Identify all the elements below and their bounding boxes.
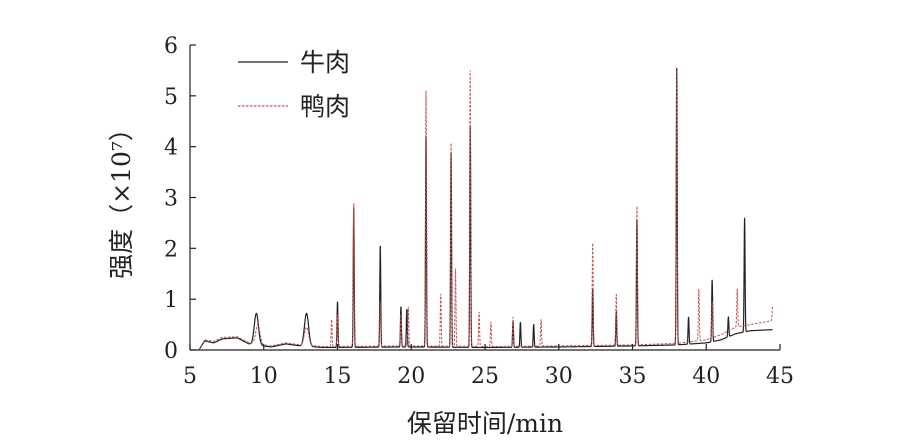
y-tick-label: 1 — [164, 288, 178, 313]
y-axis-ticks: 0 1 2 3 4 5 6 — [164, 34, 196, 364]
y-tick-label: 4 — [164, 136, 178, 161]
x-tick-label: 15 — [324, 364, 352, 389]
x-tick-label: 45 — [766, 364, 794, 389]
series-line-beef — [198, 67, 773, 351]
x-tick-label: 25 — [471, 364, 499, 389]
x-tick-label: 35 — [619, 364, 647, 389]
y-tick-label: 2 — [164, 237, 178, 262]
series-line-duck — [198, 70, 774, 351]
legend-label: 鸭肉 — [300, 92, 350, 121]
x-tick-label: 40 — [692, 364, 720, 389]
legend-label: 牛肉 — [300, 48, 350, 77]
x-tick-label: 5 — [183, 364, 197, 389]
y-tick-label: 6 — [164, 34, 178, 59]
series-layer — [198, 67, 774, 351]
y-tick-label: 3 — [164, 187, 178, 212]
x-axis-ticks: 5 10 15 20 25 30 35 40 45 — [183, 344, 794, 389]
x-axis-title: 保留时间/min — [407, 409, 563, 438]
x-tick-label: 20 — [397, 364, 425, 389]
x-tick-label: 10 — [250, 364, 278, 389]
y-axis-title: 强度（×10⁷） — [107, 116, 136, 279]
x-tick-label: 30 — [545, 364, 573, 389]
y-tick-label: 0 — [164, 339, 178, 364]
y-tick-label: 5 — [164, 85, 178, 110]
